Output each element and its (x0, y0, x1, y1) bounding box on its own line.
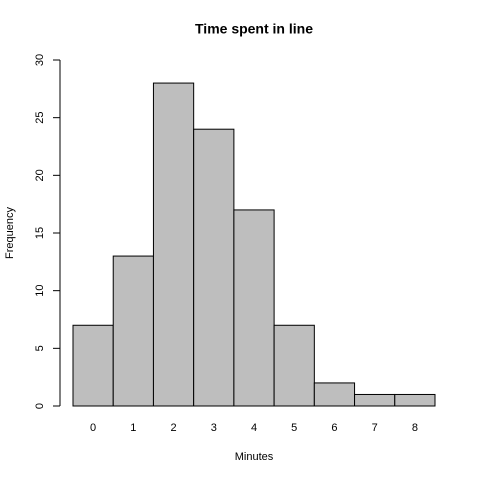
bar (152, 82, 195, 407)
y-tick-label: 10 (34, 285, 46, 297)
chart-title: Time spent in line (195, 21, 313, 37)
bar (394, 393, 436, 407)
bar (72, 324, 114, 407)
x-tick-label: 1 (130, 422, 136, 434)
bar (112, 255, 154, 407)
x-tick-label: 0 (90, 422, 96, 434)
y-tick-label: 20 (34, 169, 46, 181)
y-tick-label: 15 (34, 227, 46, 239)
x-tick-label: 3 (211, 422, 217, 434)
x-tick-label: 7 (372, 422, 378, 434)
y-tick-label: 5 (34, 345, 46, 351)
x-tick-label: 6 (331, 422, 337, 434)
x-tick-label: 4 (251, 422, 257, 434)
y-tick-label: 30 (34, 54, 46, 66)
y-axis-label: Frequency (4, 207, 16, 259)
bar (273, 324, 315, 407)
x-axis-label: Minutes (235, 451, 274, 463)
bar (193, 128, 235, 407)
x-tick-label: 2 (170, 422, 176, 434)
y-tick-label: 25 (34, 112, 46, 124)
bar (313, 382, 356, 407)
bar (354, 393, 396, 407)
x-tick-label: 5 (291, 422, 297, 434)
x-tick-label: 8 (412, 422, 418, 434)
y-tick-label: 0 (34, 403, 46, 409)
bar (233, 209, 275, 407)
